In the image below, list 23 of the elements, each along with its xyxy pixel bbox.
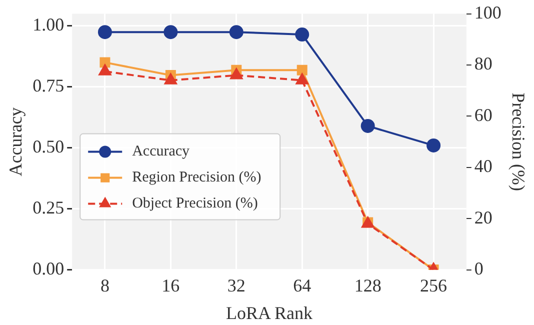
legend-label: Accuracy: [132, 144, 190, 160]
y2-tick-label: 60: [474, 104, 492, 125]
y-tick-label: 0.50: [32, 136, 64, 157]
y-tick-label: 0.25: [32, 198, 64, 218]
x-tick-label: 64: [293, 275, 312, 296]
y2-tick-label: 40: [474, 156, 492, 176]
x-tick-label: 256: [420, 275, 448, 296]
y2-tick-label: 80: [474, 54, 492, 74]
y2-axis-title: Precision (%): [508, 92, 528, 192]
y2-tick-label: 100: [474, 2, 502, 23]
x-axis-title: LoRA Rank: [226, 302, 313, 323]
y-tick-label: 0.75: [32, 76, 64, 96]
x-tick-label: 16: [162, 275, 180, 296]
y-tick-label: 0.00: [32, 258, 64, 279]
x-tick-label: 32: [227, 275, 246, 296]
x-tick-label: 8: [100, 275, 110, 296]
y2-tick-label: 20: [474, 207, 492, 228]
legend-label: Object Precision (%): [132, 196, 258, 212]
legend-label: Region Precision (%): [132, 170, 262, 186]
y-axis-title: Accuracy: [6, 107, 26, 176]
x-tick-label: 128: [354, 275, 382, 296]
y2-tick-label: 0: [474, 258, 484, 279]
y-tick-label: 1.00: [32, 14, 64, 35]
